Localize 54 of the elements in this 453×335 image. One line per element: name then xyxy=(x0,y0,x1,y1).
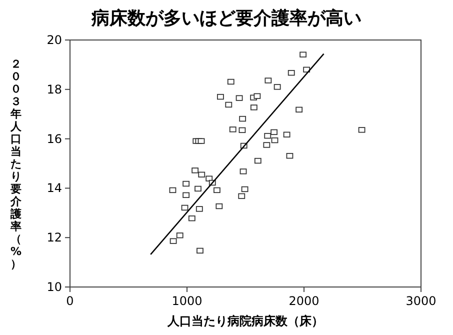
point xyxy=(236,95,243,101)
y-tick-label: 14 xyxy=(46,181,62,196)
point xyxy=(283,132,290,138)
x-axis-title: 人口当たり病院病床数（床） xyxy=(166,314,324,328)
point xyxy=(217,94,224,100)
point xyxy=(198,138,205,144)
point xyxy=(192,168,199,174)
point xyxy=(216,203,223,210)
point xyxy=(182,180,190,187)
point xyxy=(264,132,272,139)
point xyxy=(188,215,196,222)
point xyxy=(169,187,176,194)
point xyxy=(176,232,184,238)
point xyxy=(240,168,247,174)
point xyxy=(181,204,188,211)
point xyxy=(288,70,295,76)
point xyxy=(196,248,204,254)
y-tick-label: 10 xyxy=(46,280,62,294)
y-tick-label: 12 xyxy=(46,230,62,245)
point xyxy=(238,127,246,134)
point xyxy=(254,93,261,99)
y-tick-label: 16 xyxy=(46,132,62,146)
point xyxy=(274,84,281,90)
x-tick-label: 1000 xyxy=(172,294,202,308)
point xyxy=(194,186,202,192)
point xyxy=(263,142,270,148)
point xyxy=(358,127,366,133)
point xyxy=(270,129,278,135)
point xyxy=(182,192,190,198)
point xyxy=(239,116,246,122)
point xyxy=(229,126,236,132)
point xyxy=(238,193,246,199)
point xyxy=(254,158,262,164)
point xyxy=(198,172,206,178)
point xyxy=(225,102,232,108)
point xyxy=(170,238,177,244)
x-tick-label: 0 xyxy=(66,294,74,308)
x-tick-label: 3000 xyxy=(406,294,436,308)
x-tick-label: 2000 xyxy=(288,294,320,308)
point xyxy=(296,106,303,113)
point xyxy=(206,176,213,182)
point xyxy=(286,152,294,159)
point xyxy=(300,52,307,58)
point xyxy=(241,186,248,192)
point xyxy=(271,137,278,144)
text: ２００３年人口当たり要介護率（%） xyxy=(10,58,22,270)
point xyxy=(250,104,258,110)
point xyxy=(264,78,272,84)
point xyxy=(196,206,203,212)
point xyxy=(214,187,220,194)
point xyxy=(227,78,234,85)
chart-title: 病床数が多いほど要介護率が高い xyxy=(90,8,362,29)
y-tick-label: 20 xyxy=(46,33,62,47)
y-tick-label: 18 xyxy=(46,82,62,96)
